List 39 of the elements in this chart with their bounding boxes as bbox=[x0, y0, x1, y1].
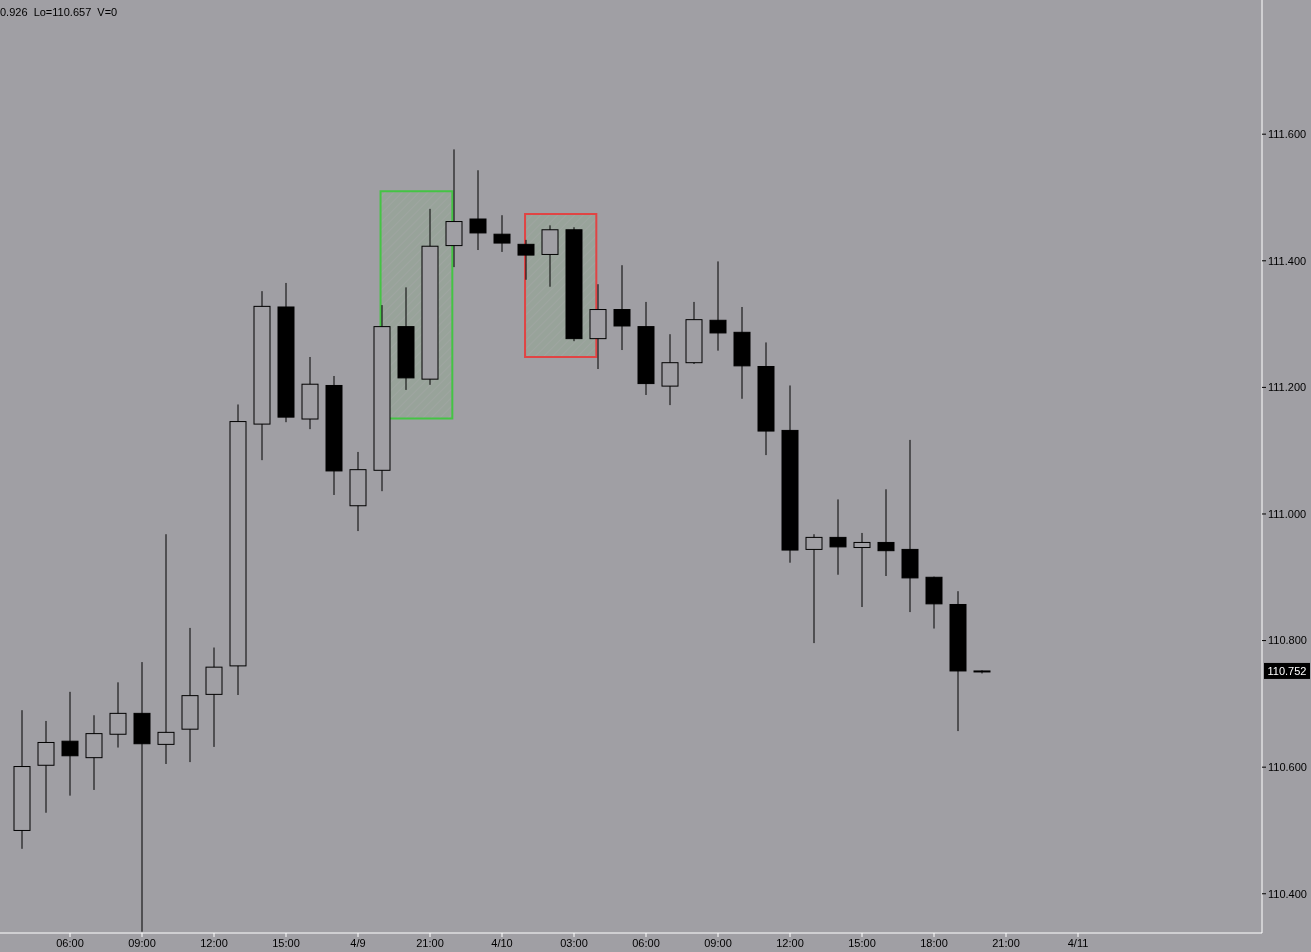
text: 110.752 bbox=[1267, 664, 1307, 677]
x-tick-label: 15:00 bbox=[272, 937, 300, 949]
x-tick-label: 18:00 bbox=[920, 937, 948, 949]
candlestick bbox=[493, 214, 511, 253]
y-tick-label: 111.400 bbox=[1268, 254, 1307, 267]
x-tick-label: 12:00 bbox=[776, 937, 804, 949]
y-tick-label: 111.200 bbox=[1268, 381, 1307, 394]
y-tick-label: 110.600 bbox=[1268, 761, 1307, 774]
x-tick-label: 4/10 bbox=[491, 937, 513, 949]
candlestick bbox=[829, 498, 847, 576]
x-tick-label: 15:00 bbox=[848, 937, 876, 949]
x-tick-label: 4/9 bbox=[350, 937, 366, 949]
candlestick bbox=[877, 488, 895, 577]
candlestick bbox=[37, 720, 55, 814]
x-tick-label: 09:00 bbox=[128, 937, 156, 949]
candlestick bbox=[613, 264, 631, 351]
x-tick-label: 06:00 bbox=[56, 937, 84, 949]
x-tick-label: 12:00 bbox=[200, 937, 228, 949]
candlestick bbox=[709, 260, 727, 352]
candlestick bbox=[469, 169, 487, 251]
annotation: 0.926 Lo=110.657 V=0 bbox=[0, 6, 118, 18]
candlestick bbox=[853, 532, 871, 608]
candlestick bbox=[157, 533, 175, 765]
x-tick-label: 21:00 bbox=[992, 937, 1020, 949]
x-tick-label: 09:00 bbox=[704, 937, 732, 949]
x-tick-label: 21:00 bbox=[416, 937, 444, 949]
x-tick-label: 03:00 bbox=[560, 937, 588, 949]
x-tick-label: 06:00 bbox=[632, 937, 660, 949]
candlestick bbox=[61, 691, 79, 797]
candlestick bbox=[661, 333, 679, 406]
y-tick-label: 111.600 bbox=[1268, 128, 1307, 141]
x-tick-label: 4/11 bbox=[1067, 937, 1089, 949]
candlestick bbox=[133, 661, 151, 933]
y-tick-label: 110.800 bbox=[1268, 634, 1307, 647]
candlestick bbox=[805, 533, 823, 644]
candlestick bbox=[517, 239, 535, 281]
y-tick-label: 111.000 bbox=[1268, 507, 1307, 520]
y-tick-label: 110.400 bbox=[1268, 887, 1307, 900]
candlestick bbox=[109, 681, 127, 749]
